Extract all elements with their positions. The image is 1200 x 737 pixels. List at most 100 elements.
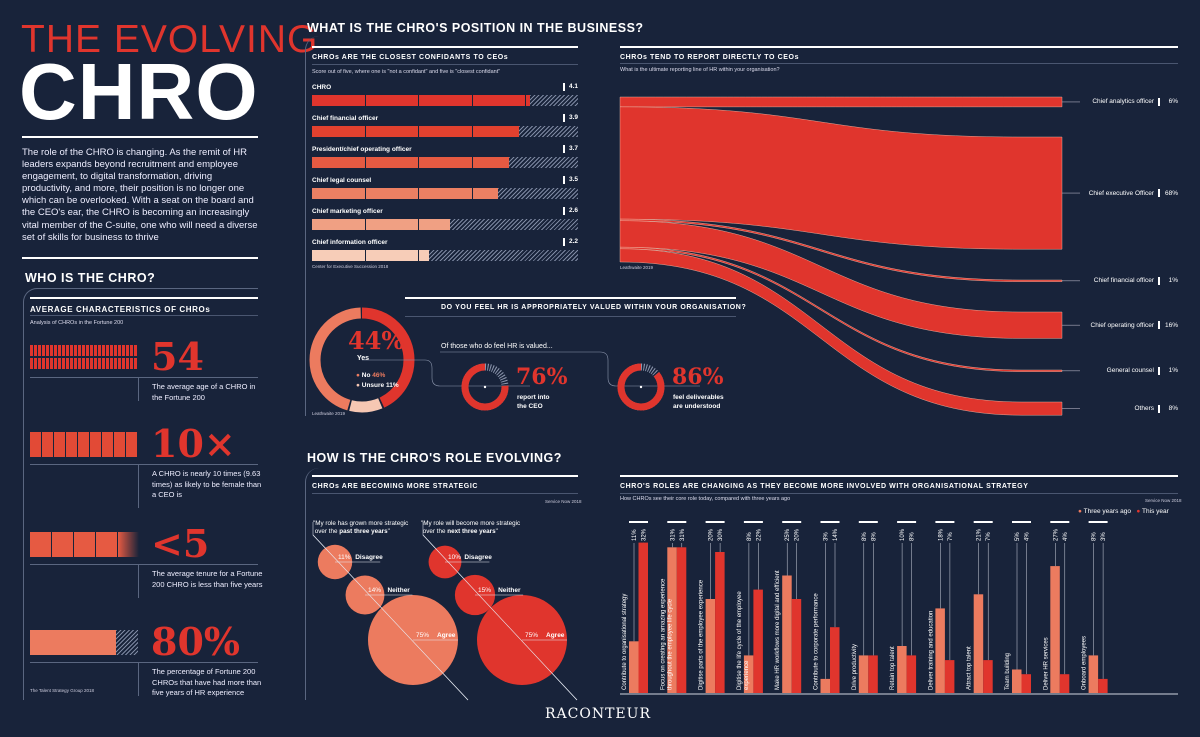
ratio-block — [114, 432, 125, 457]
stat-graphic — [30, 345, 138, 370]
bar-three-years-ago — [667, 547, 677, 693]
age-tick — [98, 358, 101, 369]
bar-value-label: 4% — [1025, 532, 1031, 541]
bar-this-year — [1059, 674, 1070, 693]
age-tick — [74, 358, 77, 369]
stat-graphic — [30, 432, 138, 457]
source: Leathwaite 2019 — [620, 265, 654, 270]
header-tick — [935, 521, 955, 523]
age-tick — [46, 358, 49, 369]
rule — [312, 493, 578, 494]
bar-value-label: 3% — [1101, 532, 1107, 541]
bar-remainder — [519, 126, 578, 137]
panel-subtitle: Analysis of CHROs in the Fortune 200 — [30, 320, 124, 326]
category-label: experience — [744, 660, 750, 690]
text-line: report into — [517, 394, 550, 401]
separator — [1158, 321, 1160, 330]
stat-value: 54 — [151, 334, 204, 379]
tenure-block — [74, 532, 95, 557]
stat-graphic — [30, 532, 139, 557]
stat-description: The percentage of Fortune 200 CHROs that… — [152, 667, 262, 697]
bar-tick — [418, 157, 420, 168]
bar-value: 2.2 — [563, 238, 578, 246]
sankey-label: Chief analytics officer 6% — [1092, 97, 1178, 106]
bar-this-year — [906, 655, 917, 693]
main-title: CHRO — [19, 47, 259, 136]
separator — [1158, 404, 1160, 413]
connector-line — [599, 351, 700, 387]
stat-value: <5 — [151, 521, 210, 566]
bar-tick — [365, 188, 367, 199]
bar-three-years-ago — [897, 646, 907, 693]
bubble-label: Disagree — [464, 554, 492, 561]
panel-rule — [620, 46, 1178, 48]
bar-value: 2.6 — [563, 207, 578, 215]
tenure-block — [118, 532, 139, 557]
sankey-value: 68% — [1164, 189, 1178, 197]
rule — [620, 63, 1178, 64]
legend-dot-icon: ● — [1078, 508, 1082, 515]
sankey-label: Chief financial officer 1% — [1093, 276, 1178, 285]
quote-past: "My role has grown more strategic over t… — [313, 520, 408, 536]
stat-rule — [138, 564, 139, 598]
panel-title: AVERAGE CHARACTERISTICS OF CHROs — [30, 305, 211, 314]
age-tick — [134, 358, 137, 369]
age-tick — [126, 358, 129, 369]
bubble-value: 10% — [448, 554, 461, 561]
bar-tick — [471, 157, 473, 168]
quote-next: "My role will become more strategic over… — [421, 520, 520, 536]
ratio-block — [90, 432, 101, 457]
header-tick — [858, 521, 878, 523]
ratio-block — [42, 432, 53, 457]
category-label: Contribute to organisational strategy — [622, 594, 628, 690]
bar-value-label: 21% — [977, 528, 983, 541]
stat-rule — [30, 377, 258, 378]
category-label: throughout the employee life cycle — [667, 598, 673, 690]
bar-tick — [471, 95, 473, 106]
bar-three-years-ago — [858, 655, 869, 693]
quote-line: "My role will become more strategic — [421, 520, 521, 527]
bar-value-label: 30% — [718, 528, 724, 541]
bar-label: CHRO — [312, 84, 332, 91]
age-tick — [102, 358, 105, 369]
diagonal-guide — [422, 534, 578, 701]
section-frame — [305, 468, 1185, 700]
rule — [312, 64, 578, 65]
quote-emphasis: past three years — [339, 528, 388, 535]
bubble-value: 14% — [368, 587, 381, 594]
category-label: Onboard employees — [1082, 636, 1088, 690]
age-tick — [134, 345, 137, 356]
bar-this-year — [1098, 678, 1108, 693]
age-tick — [106, 358, 109, 369]
panel-rule — [405, 297, 736, 299]
header-tick — [629, 521, 648, 523]
bubble-value: 75% — [416, 632, 429, 639]
dot-icon: ● — [356, 372, 360, 379]
of-those-text: Of those who do feel HR is valued... — [441, 343, 553, 350]
age-tick — [50, 345, 53, 356]
category-label: Attract top talent — [967, 646, 973, 690]
sankey-category: Chief analytics officer — [1092, 98, 1154, 106]
bar-value-label: 7% — [948, 532, 954, 541]
stat-76: 76% — [516, 364, 568, 390]
separator — [1158, 97, 1160, 106]
age-tick — [58, 345, 61, 356]
source: The Talent Strategy Group 2018 — [30, 688, 94, 693]
sankey-label: General counsel 1% — [1107, 366, 1178, 375]
sankey-flow — [619, 96, 1063, 108]
bar-this-year — [868, 655, 878, 693]
bar-label: Chief marketing officer — [312, 208, 383, 215]
age-tick — [66, 345, 69, 356]
no-label: No — [361, 372, 371, 379]
panel-subtitle: How CHROs see their core role today, com… — [620, 496, 791, 502]
bar-remainder — [508, 157, 578, 168]
bar-tick — [418, 219, 420, 230]
bar-remainder — [450, 219, 578, 230]
age-tick — [90, 358, 93, 369]
bar-three-years-ago — [820, 678, 830, 693]
stat-value: 10× — [151, 421, 236, 466]
section-heading-position: WHAT IS THE CHRO'S POSITION IN THE BUSIN… — [307, 21, 644, 35]
bar-tick — [365, 250, 367, 261]
sankey-category: Chief financial officer — [1093, 277, 1154, 285]
